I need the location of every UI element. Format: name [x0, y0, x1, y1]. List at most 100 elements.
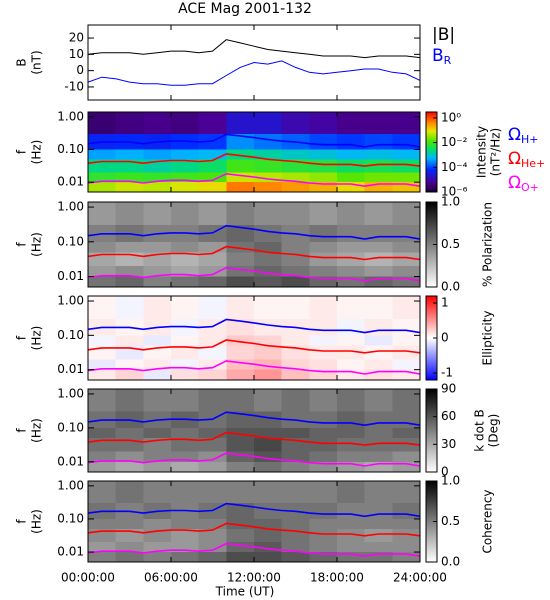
- heatmap-cell: [143, 542, 171, 553]
- heatmap-cell: [309, 266, 337, 277]
- heatmap-cell: [309, 503, 337, 519]
- heatmap-cell: [254, 438, 282, 452]
- legend-entry: |B|: [432, 25, 455, 45]
- heatmap-cell: [281, 241, 310, 253]
- heatmap-cell: [364, 252, 393, 267]
- heatmap-cell: [392, 149, 420, 160]
- heatmap-cell: [337, 481, 365, 504]
- heatmap-cell: [171, 252, 199, 267]
- heatmap-cell: [364, 241, 393, 253]
- heatmap-cell: [281, 276, 310, 287]
- heatmap-cell: [171, 335, 199, 346]
- y-tick-label: 0.01: [57, 175, 84, 189]
- gyrofrequency-line: [87, 502, 421, 518]
- heatmap-cell: [143, 427, 171, 439]
- heatmap-cell: [281, 461, 310, 472]
- heatmap-cell: [143, 202, 171, 226]
- heatmap-cell: [254, 481, 282, 504]
- y-tick-label: 1.00: [57, 109, 84, 123]
- heatmap-cell: [226, 359, 254, 370]
- x-tick-label: 00:00:00: [61, 571, 115, 585]
- legend-subscript: R: [444, 54, 452, 67]
- x-tick-label: 12:00:00: [227, 571, 281, 585]
- heatmap-cell: [115, 389, 144, 412]
- heatmap-cell: [281, 112, 310, 134]
- heatmap-cell: [254, 159, 282, 173]
- heatmap-cell: [143, 149, 171, 160]
- heatmap-cell: [88, 276, 116, 287]
- heatmap-cell: [309, 202, 337, 226]
- heatmap-cell: [198, 528, 227, 543]
- heatmap-cell: [143, 369, 171, 380]
- heatmap-cell: [337, 451, 365, 462]
- heatmap-cell: [226, 296, 254, 319]
- heatmap-cell: [226, 503, 254, 519]
- heatmap-cell: [309, 369, 337, 380]
- colorbar-tick-label: 0.5: [441, 237, 460, 251]
- heatmap-cell: [226, 461, 254, 472]
- heatmap-cell: [198, 389, 227, 412]
- heatmap-cell: [392, 427, 420, 439]
- heatmap-cell: [337, 202, 365, 226]
- heatmap-cell: [171, 369, 199, 380]
- y-tick-label: 0.10: [57, 234, 84, 248]
- heatmap-cell: [143, 266, 171, 277]
- heatmap-cell: [309, 389, 337, 412]
- y-tick-label: 0.10: [57, 511, 84, 525]
- heatmap-cell: [281, 296, 310, 319]
- y-tick-label: 0.10: [57, 142, 84, 156]
- heatmap-cell: [198, 296, 227, 319]
- colorbar-tick-label: 1.0: [441, 195, 460, 209]
- colorbar-tick-label: 0: [441, 465, 449, 479]
- heatmap-cell: [88, 266, 116, 277]
- heatmap-cell: [392, 202, 420, 226]
- heatmap-cell: [337, 518, 365, 529]
- heatmap-cell: [171, 266, 199, 277]
- heatmap-cell: [309, 252, 337, 267]
- heatmap-cell: [364, 345, 393, 360]
- heatmap-cell: [392, 296, 420, 319]
- heatmap-cell: [226, 182, 254, 192]
- colorbar: [425, 388, 438, 473]
- heatmap-cell: [226, 411, 254, 428]
- heatmap-cell: [364, 518, 393, 529]
- heatmap-cell: [88, 202, 116, 226]
- heatmap-cell: [309, 241, 337, 253]
- heatmap-cell: [88, 389, 116, 412]
- colorbar-label: Coherency: [481, 489, 495, 553]
- heatmap-cell: [115, 552, 144, 562]
- heatmap-cell: [198, 481, 227, 504]
- heatmap-cell: [392, 518, 420, 529]
- heatmap-cell: [392, 461, 420, 472]
- heatmap-cell: [115, 481, 144, 504]
- heatmap-cell: [309, 149, 337, 160]
- heatmap-cell: [309, 461, 337, 472]
- heatmap-cell: [281, 481, 310, 504]
- heatmap-cell: [364, 503, 393, 519]
- y-tick-label: 1.00: [57, 386, 84, 400]
- heatmap-cell: [281, 182, 310, 192]
- heatmap-cell: [226, 438, 254, 452]
- heatmap-cell: [115, 296, 144, 319]
- heatmap-cell: [115, 518, 144, 529]
- heatmap-cell: [171, 518, 199, 529]
- colorbar-unit: (Deg): [487, 414, 501, 448]
- gyrofrequency-line: [87, 360, 421, 375]
- gyrofrequency-line: [87, 172, 421, 188]
- heatmap-cell: [226, 518, 254, 529]
- gyrofrequency-line: [87, 452, 421, 467]
- heatmap-cell: [254, 318, 282, 336]
- heatmap-cell: [392, 411, 420, 428]
- heatmap-cell: [337, 159, 365, 173]
- legend-subscript: H+: [521, 133, 539, 146]
- gyrofrequency-line: [87, 245, 421, 261]
- y-axis-label: f: [15, 335, 29, 340]
- heatmap-cell: [171, 172, 199, 183]
- heatmap-cell: [143, 276, 171, 287]
- heatmap-cell: [198, 427, 227, 439]
- heatmap-cell: [88, 481, 116, 504]
- y-axis-label: f: [15, 242, 29, 247]
- heatmap-cell: [115, 451, 144, 462]
- colorbar-tick-label: 90: [441, 382, 456, 396]
- colorbar-label: k dot B: [473, 409, 487, 451]
